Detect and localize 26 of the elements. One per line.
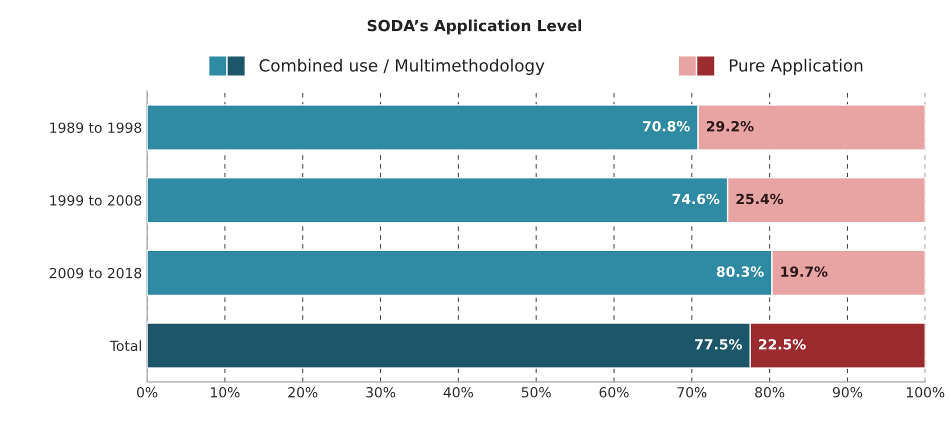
x-tick-label: 60% (600, 387, 629, 398)
y-tick-label: 1989 to 1998 (50, 122, 142, 133)
x-tick-label: 100% (906, 387, 944, 398)
data-label: 29.2% (706, 121, 754, 132)
y-tick-label: 1999 to 2008 (50, 195, 142, 206)
data-label: 25.4% (736, 194, 784, 204)
data-label: 80.3% (716, 266, 764, 277)
y-tick-label: Total (110, 340, 141, 352)
data-label: 74.6% (672, 194, 720, 204)
data-label: 77.5% (695, 339, 742, 350)
data-label: 19.7% (781, 266, 828, 277)
x-tick-label: 80% (755, 387, 784, 398)
x-tick-label: 50% (522, 387, 551, 398)
data-label: 70.8% (643, 121, 690, 132)
legend-label: Combined use / Multimethodology (260, 58, 544, 75)
x-tick-label: 0% (136, 387, 158, 398)
y-tick-label: 2009 to 2018 (50, 268, 142, 278)
x-tick-label: 30% (366, 387, 396, 398)
x-tick-label: 20% (288, 387, 318, 398)
data-label: 22.5% (759, 339, 806, 350)
chart-title: SODA’s Application Level (368, 20, 582, 34)
x-tick-label: 70% (678, 387, 706, 398)
x-tick-label: 10% (211, 387, 240, 398)
legend-label: Pure Application (730, 58, 862, 75)
x-tick-label: 40% (444, 387, 474, 398)
x-tick-label: 90% (832, 387, 862, 398)
